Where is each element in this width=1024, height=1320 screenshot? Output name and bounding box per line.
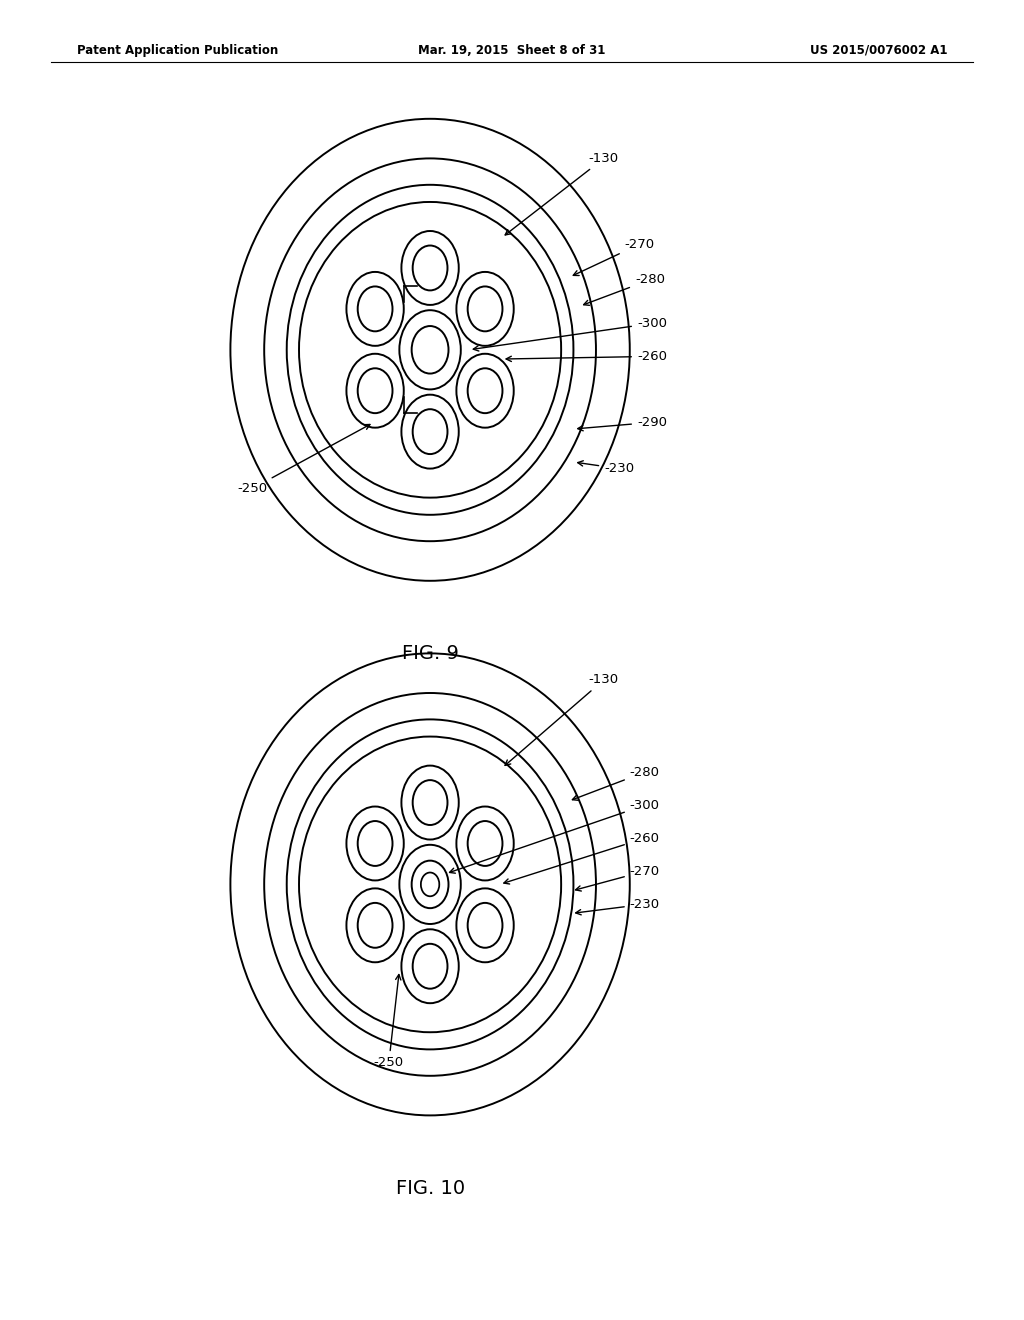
Ellipse shape [401, 395, 459, 469]
Ellipse shape [264, 158, 596, 541]
Ellipse shape [230, 653, 630, 1115]
Text: -280: -280 [584, 273, 665, 305]
Ellipse shape [399, 310, 461, 389]
Text: FIG. 9: FIG. 9 [401, 644, 459, 663]
Ellipse shape [346, 807, 403, 880]
Ellipse shape [346, 272, 403, 346]
Text: -270: -270 [575, 865, 659, 891]
Ellipse shape [346, 888, 403, 962]
Ellipse shape [401, 929, 459, 1003]
Text: -260: -260 [506, 350, 667, 363]
Ellipse shape [264, 693, 596, 1076]
Text: -290: -290 [578, 416, 667, 430]
Text: -300: -300 [450, 799, 659, 874]
Text: -280: -280 [572, 766, 659, 800]
Ellipse shape [457, 807, 514, 880]
Text: -250: -250 [374, 974, 403, 1069]
Text: -300: -300 [473, 317, 667, 351]
Text: -270: -270 [573, 238, 654, 276]
Text: -230: -230 [578, 461, 634, 475]
Text: Mar. 19, 2015  Sheet 8 of 31: Mar. 19, 2015 Sheet 8 of 31 [419, 44, 605, 57]
Ellipse shape [457, 272, 514, 346]
Ellipse shape [287, 185, 573, 515]
Ellipse shape [299, 202, 561, 498]
Ellipse shape [457, 354, 514, 428]
Ellipse shape [457, 888, 514, 962]
Ellipse shape [230, 119, 630, 581]
Text: US 2015/0076002 A1: US 2015/0076002 A1 [810, 44, 947, 57]
Text: FIG. 10: FIG. 10 [395, 1179, 465, 1197]
Text: Patent Application Publication: Patent Application Publication [77, 44, 279, 57]
Text: -130: -130 [505, 152, 618, 235]
Ellipse shape [401, 766, 459, 840]
Text: -230: -230 [575, 898, 659, 915]
Text: -250: -250 [238, 425, 370, 495]
Ellipse shape [399, 845, 461, 924]
Text: -130: -130 [505, 673, 618, 766]
Ellipse shape [401, 231, 459, 305]
Ellipse shape [299, 737, 561, 1032]
Ellipse shape [346, 354, 403, 428]
Ellipse shape [287, 719, 573, 1049]
Text: -260: -260 [504, 832, 659, 884]
